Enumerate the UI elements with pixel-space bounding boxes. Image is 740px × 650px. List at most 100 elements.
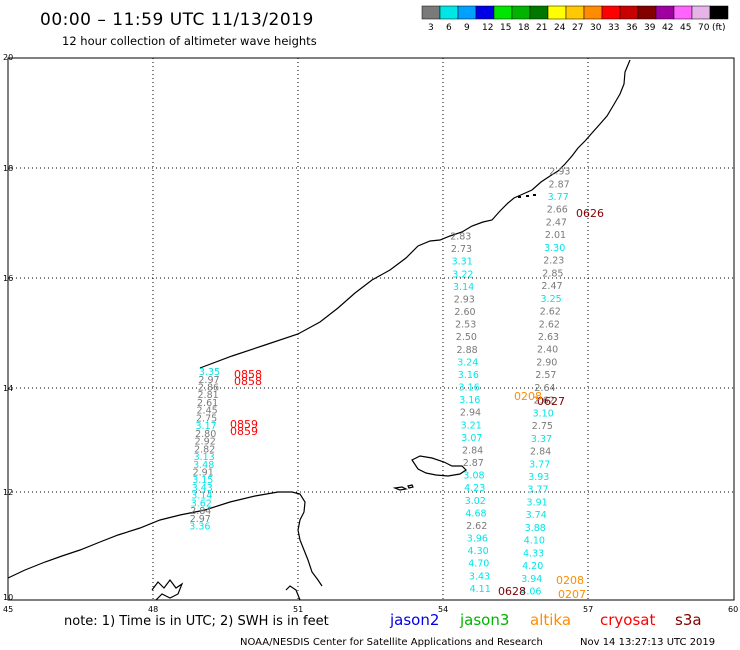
colorbar-label: 33 xyxy=(608,23,619,33)
wave-height-value: 3.16 xyxy=(459,395,480,406)
colorbar-swatch xyxy=(529,5,549,20)
wave-height-value: 3.35 xyxy=(199,367,220,378)
wave-height-value: 2.94 xyxy=(460,408,481,419)
lon-label-48: 48 xyxy=(148,605,158,614)
wave-height-value: 2.97 xyxy=(198,375,219,386)
wave-height-value: 3.88 xyxy=(525,523,546,534)
wave-height-value: 3.14 xyxy=(191,491,212,502)
time-label-0207: 0207 xyxy=(558,588,586,601)
colorbar-swatch xyxy=(583,5,603,20)
wave-height-value: 3.24 xyxy=(457,357,478,368)
wave-height-value: 2.84 xyxy=(190,506,211,517)
wave-height-value: 2.66 xyxy=(547,205,568,216)
wave-height-value: 3.91 xyxy=(527,498,548,509)
wave-height-value: 3.02 xyxy=(465,496,486,507)
colorbar-label: 3 xyxy=(428,23,434,33)
wave-height-value: 2.62 xyxy=(540,307,561,318)
lon-label-60: 60 xyxy=(728,605,738,614)
colorbar-swatch xyxy=(691,5,711,20)
track-center: 2.832.73 3.313.22 3.14 2.932.60 2.532.50 2.88… xyxy=(450,232,491,595)
lon-label-54: 54 xyxy=(438,605,448,614)
wave-height-value: 2.91 xyxy=(193,468,214,479)
legend-altika: altika xyxy=(530,611,571,629)
colorbar-swatch xyxy=(475,5,495,20)
wave-height-value: 3.07 xyxy=(461,433,482,444)
wave-height-value: 2.45 xyxy=(197,406,218,417)
time-label-0208-mid: 0208 xyxy=(514,390,542,403)
arabian-coastline xyxy=(199,59,631,369)
wave-height-value: 2.82 xyxy=(194,444,215,455)
wave-height-value: 2.75 xyxy=(532,421,553,432)
legend-jason3: jason3 xyxy=(459,611,509,629)
colorbar-label: 24 xyxy=(554,23,566,33)
wave-height-value: 3.21 xyxy=(461,420,482,431)
time-label-0628: 0628 xyxy=(498,585,526,598)
wave-height-value: 2.63 xyxy=(538,332,559,343)
colorbar-swatch xyxy=(547,5,567,20)
colorbar-label: 70 xyxy=(698,23,710,33)
colorbar-label: 21 xyxy=(536,23,547,33)
legend-s3a: s3a xyxy=(675,611,702,629)
lat-label-10: 10 xyxy=(3,593,13,602)
colorbar-swatch xyxy=(457,5,477,20)
time-label-0858-a: 0858 xyxy=(234,368,262,381)
time-label-0859-a: 0859 xyxy=(230,418,258,431)
wave-height-value: 2.93 xyxy=(549,167,570,178)
colorbar-swatch xyxy=(511,5,531,20)
map-title: 00:00 – 11:59 UTC 11/13/2019 xyxy=(40,10,314,30)
colorbar-swatch xyxy=(619,5,639,20)
colorbar-label: 27 xyxy=(572,23,583,33)
wave-height-value: 3.48 xyxy=(193,460,214,471)
time-label-0626: 0626 xyxy=(576,207,604,220)
wave-height-value: 2.83 xyxy=(450,232,471,243)
lon-label-51: 51 xyxy=(293,605,303,614)
coastlines xyxy=(7,59,631,601)
credit-text: NOAA/NESDIS Center for Satellite Applica… xyxy=(240,637,543,648)
wave-height-value: 3.08 xyxy=(463,471,484,482)
wave-height-value: 3.15 xyxy=(192,475,213,486)
wave-height-value: 2.86 xyxy=(198,383,219,394)
color-scale-legend: 3 6 9 12 15 18 21 24 27 30 33 36 39 42 45 70 (ft) xyxy=(421,5,729,33)
lat-label-20: 20 xyxy=(3,53,13,62)
wave-height-value: 2.60 xyxy=(454,307,475,318)
track-right: 2.932.873.772.662.472.013.302.232.852.47… xyxy=(520,167,570,598)
wave-height-value: 2.47 xyxy=(546,217,567,228)
african-shore-south xyxy=(285,585,301,601)
colorbar-label: 45 xyxy=(680,23,691,33)
wave-height-value: 3.43 xyxy=(469,571,490,582)
wave-height-value: 4.23 xyxy=(464,483,485,494)
wave-height-value: 2.64 xyxy=(534,383,555,394)
wave-height-value: 3.22 xyxy=(452,269,473,280)
timestamp-text: Nov 14 13:27:13 UTC 2019 xyxy=(580,637,715,648)
wave-height-value: 2.88 xyxy=(457,345,478,356)
wave-height-value: 3.62 xyxy=(191,498,212,509)
time-label-0208-bottom: 0208 xyxy=(556,574,584,587)
wave-height-value: 4.20 xyxy=(522,561,543,572)
wave-height-value: 2.62 xyxy=(466,521,487,532)
wave-height-value: 2.62 xyxy=(534,396,555,407)
lon-label-45: 45 xyxy=(3,605,13,614)
wave-height-value: 2.97 xyxy=(190,514,211,525)
wave-height-value: 4.06 xyxy=(520,587,541,598)
colorbar-swatch xyxy=(565,5,585,20)
wave-height-value: 2.61 xyxy=(197,398,218,409)
lat-label-16: 16 xyxy=(3,274,13,283)
abd-al-kuri-island xyxy=(392,486,408,491)
legend-jason2: jason2 xyxy=(389,611,439,629)
colorbar-swatch xyxy=(421,5,441,20)
wave-height-value: 3.14 xyxy=(453,282,474,293)
wave-height-value: 3.96 xyxy=(467,534,488,545)
somali-coastline xyxy=(7,491,323,587)
colorbar-label: 30 xyxy=(590,23,602,33)
colorbar-label: 12 xyxy=(482,23,493,33)
colorbar-label: 36 xyxy=(626,23,638,33)
colorbar-swatch xyxy=(655,5,675,20)
wave-height-value: 2.23 xyxy=(543,256,564,267)
colorbar-label: 39 xyxy=(644,23,656,33)
wave-height-value: 4.70 xyxy=(468,559,489,570)
wave-height-value: 2.87 xyxy=(549,179,570,190)
lon-label-57: 57 xyxy=(583,605,593,614)
wave-height-value: 3.43 xyxy=(192,483,213,494)
